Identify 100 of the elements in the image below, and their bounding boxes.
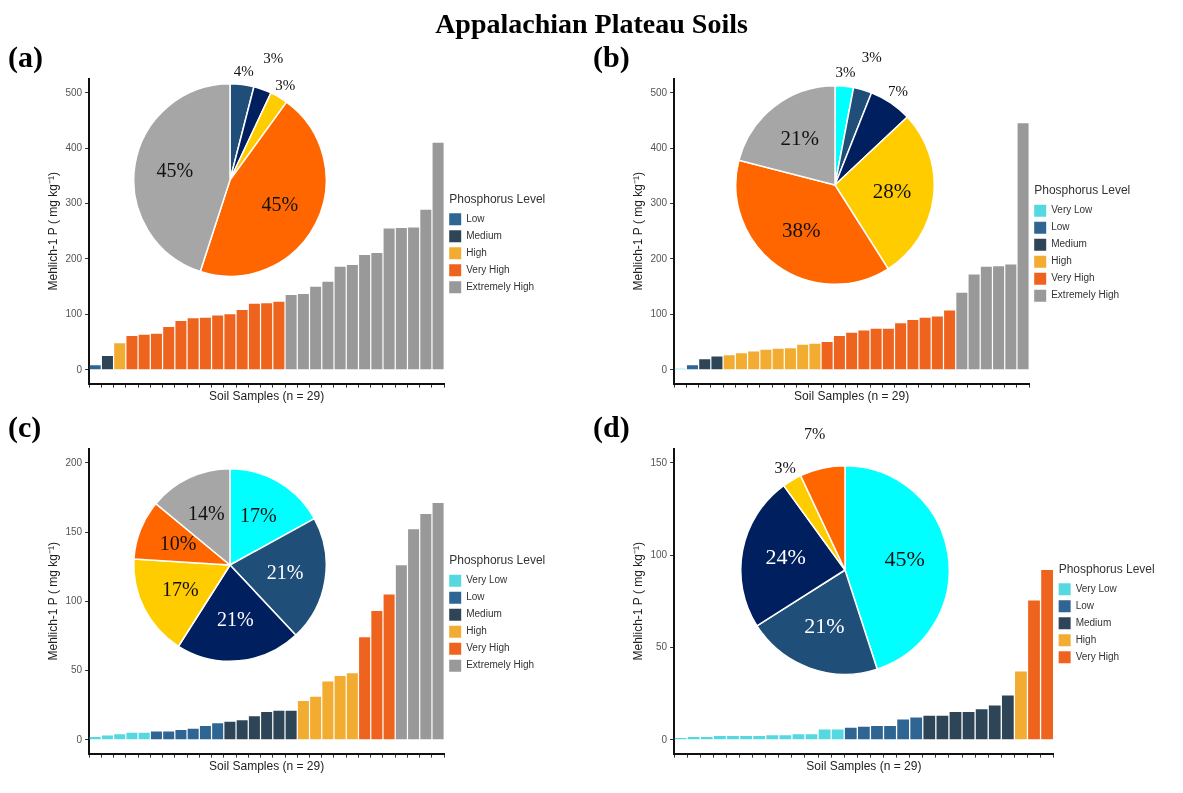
y-tick-label: 400 bbox=[65, 141, 83, 153]
data-label: 3% bbox=[275, 77, 296, 94]
legend-label: Extremely High bbox=[466, 659, 535, 671]
y-axis-title: Mehlich-1 P ( mg kg⁻¹) bbox=[630, 172, 645, 291]
legend-label: Extremely High bbox=[466, 280, 535, 292]
text: (c) bbox=[8, 410, 42, 444]
data-label: 24% bbox=[765, 544, 806, 570]
bar bbox=[831, 729, 844, 740]
data-label: 21% bbox=[216, 607, 254, 630]
y-axis-title: Mehlich-1 P ( mg kg⁻¹) bbox=[630, 542, 645, 661]
bar bbox=[126, 335, 138, 370]
text: Appalachian Plateau Soils bbox=[434, 8, 749, 40]
y-tick-label: 500 bbox=[65, 86, 83, 98]
bar bbox=[949, 712, 962, 740]
x-axis-title: Soil Samples (n = 29) bbox=[806, 759, 922, 774]
legend-label: Extremely High bbox=[1051, 289, 1120, 301]
bar bbox=[383, 594, 395, 740]
legend-label: Medium bbox=[466, 608, 502, 620]
legend-label: Medium bbox=[1051, 238, 1087, 250]
data-label: 45% bbox=[261, 192, 299, 215]
text: (d) bbox=[593, 410, 630, 444]
bar bbox=[114, 343, 126, 370]
y-tick-label: 300 bbox=[650, 197, 668, 209]
legend-label: High bbox=[1075, 633, 1097, 645]
data-label: 21% bbox=[780, 126, 819, 151]
bar bbox=[1017, 123, 1029, 370]
y-tick-label: 150 bbox=[65, 525, 83, 537]
legend-label: Medium bbox=[1075, 616, 1112, 628]
legend-title: Phosphorus Level bbox=[1058, 561, 1155, 576]
data-label: 28% bbox=[872, 178, 912, 203]
data-label: 21% bbox=[266, 560, 304, 583]
bar bbox=[432, 142, 444, 370]
bar bbox=[138, 732, 150, 740]
y-tick-label: 200 bbox=[650, 252, 668, 264]
data-label: 17% bbox=[161, 577, 199, 600]
legend-label: Low bbox=[1051, 221, 1071, 233]
text: (b) bbox=[593, 40, 630, 74]
legend-label: Very Low bbox=[1075, 582, 1118, 594]
y-tick-label: 200 bbox=[65, 252, 83, 264]
bar bbox=[285, 710, 297, 740]
x-axis-title: Soil Samples (n = 29) bbox=[209, 389, 325, 404]
bar bbox=[101, 355, 113, 370]
y-axis-title: Mehlich-1 P ( mg kg⁻¹) bbox=[45, 172, 60, 291]
y-axis-title: Mehlich-1 P ( mg kg⁻¹) bbox=[45, 542, 60, 661]
y-tick-label: 100 bbox=[650, 548, 668, 560]
legend-label: Very Low bbox=[466, 574, 509, 586]
bar bbox=[432, 503, 444, 740]
bar bbox=[936, 715, 949, 740]
legend-label: High bbox=[1051, 255, 1072, 267]
data-label: 7% bbox=[804, 424, 826, 442]
y-tick-label: 100 bbox=[65, 308, 83, 320]
bar bbox=[1015, 671, 1027, 740]
data-label: 17% bbox=[240, 504, 277, 527]
legend-title: Phosphorus Level bbox=[449, 191, 546, 206]
legend-title: Phosphorus Level bbox=[1034, 183, 1131, 198]
x-axis-title: Soil Samples (n = 29) bbox=[209, 759, 325, 774]
data-label: 3% bbox=[263, 50, 284, 67]
data-label: 38% bbox=[781, 218, 821, 243]
data-label: 45% bbox=[156, 158, 194, 181]
legend-label: High bbox=[466, 246, 487, 258]
bar bbox=[89, 365, 101, 370]
legend-label: Low bbox=[466, 212, 486, 224]
bar bbox=[956, 292, 968, 370]
legend-label: Very High bbox=[1075, 650, 1119, 662]
data-label: 45% bbox=[884, 546, 925, 572]
legend-label: High bbox=[466, 625, 487, 637]
y-tick-label: 100 bbox=[65, 595, 83, 607]
y-tick-label: 400 bbox=[650, 141, 668, 153]
text: (a) bbox=[8, 40, 43, 74]
legend-label: Very High bbox=[466, 263, 510, 275]
bar bbox=[686, 365, 698, 370]
y-tick-label: 0 bbox=[76, 733, 83, 745]
y-tick-label: 150 bbox=[650, 456, 668, 468]
x-axis-title: Soil Samples (n = 29) bbox=[794, 389, 910, 404]
y-tick-label: 0 bbox=[661, 733, 668, 745]
data-label: 7% bbox=[888, 83, 909, 100]
y-tick-label: 200 bbox=[65, 456, 83, 468]
legend-title: Phosphorus Level bbox=[449, 553, 546, 568]
legend-label: Very High bbox=[466, 642, 510, 654]
bar bbox=[923, 715, 936, 740]
y-tick-label: 100 bbox=[650, 308, 668, 320]
legend-label: Low bbox=[1075, 599, 1095, 611]
legend-label: Very High bbox=[1051, 272, 1095, 284]
data-label: 3% bbox=[861, 49, 882, 66]
legend-label: Very Low bbox=[1051, 204, 1094, 216]
bar bbox=[792, 734, 805, 740]
data-label: 3% bbox=[774, 458, 796, 476]
y-tick-label: 0 bbox=[661, 363, 668, 375]
y-tick-label: 50 bbox=[655, 641, 668, 653]
data-label: 3% bbox=[835, 64, 856, 81]
bar bbox=[224, 721, 236, 740]
y-tick-label: 50 bbox=[70, 664, 83, 676]
data-label: 14% bbox=[187, 501, 225, 524]
bar bbox=[805, 734, 818, 740]
data-label: 10% bbox=[159, 531, 197, 554]
data-label: 21% bbox=[804, 612, 845, 638]
y-tick-label: 300 bbox=[65, 197, 83, 209]
legend-label: Low bbox=[466, 591, 486, 603]
y-tick-label: 500 bbox=[650, 86, 668, 98]
bar bbox=[962, 712, 975, 740]
